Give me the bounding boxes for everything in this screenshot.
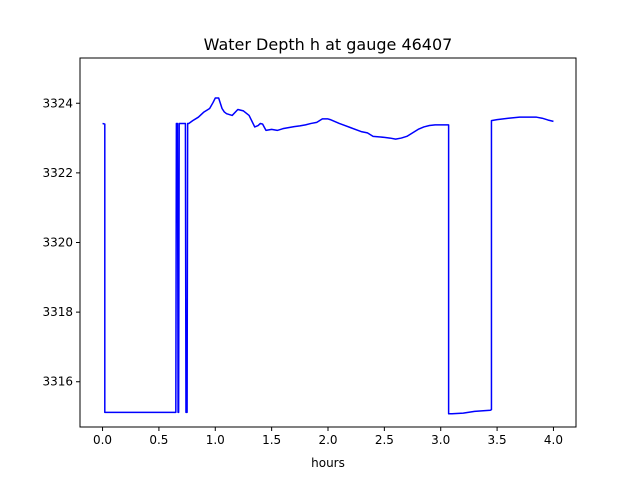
series-layer [102, 97, 554, 415]
x-tick-label: 2.5 [375, 433, 394, 447]
x-tick-label: 0.5 [149, 433, 168, 447]
y-tick-label: 3324 [42, 96, 73, 110]
x-axis: 0.0 0.5 1.0 1.5 2.0 2.5 3.0 3.5 4.0 [93, 427, 563, 447]
plot-area [79, 57, 577, 428]
y-tick-label: 3320 [42, 236, 73, 250]
x-tick-label: 0.0 [93, 433, 112, 447]
x-tick-label: 3.0 [431, 433, 450, 447]
x-tick-label: 2.0 [318, 433, 337, 447]
x-tick-label: 1.5 [262, 433, 281, 447]
y-tick-label: 3322 [42, 166, 73, 180]
series-line [102, 97, 554, 415]
x-tick-label: 1.0 [206, 433, 225, 447]
y-tick-label: 3316 [42, 375, 73, 389]
y-tick-label: 3318 [42, 305, 73, 319]
x-tick-label: 3.5 [488, 433, 507, 447]
plot-frame [79, 57, 577, 428]
x-axis-label: hours [311, 456, 345, 470]
y-axis: 3316 3318 3320 3322 3324 [42, 96, 80, 389]
chart-title: Water Depth h at gauge 46407 [204, 35, 453, 54]
x-tick-label: 4.0 [544, 433, 563, 447]
